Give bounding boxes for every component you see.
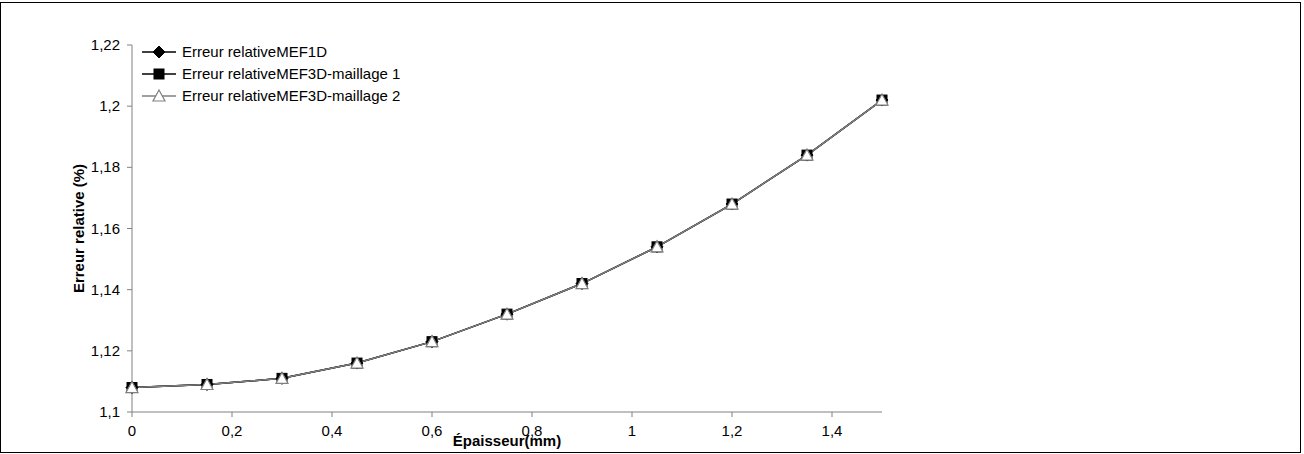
legend-marker xyxy=(154,69,164,79)
data-point xyxy=(877,95,887,105)
x-tick xyxy=(832,412,833,417)
data-point xyxy=(201,378,213,389)
series-line xyxy=(132,100,882,387)
y-tick-label: 1,12 xyxy=(91,342,120,359)
x-tick xyxy=(232,412,233,417)
data-point xyxy=(127,383,137,393)
data-point xyxy=(727,199,737,209)
data-point xyxy=(426,336,438,347)
data-point xyxy=(577,279,587,289)
data-point xyxy=(801,149,813,160)
data-point xyxy=(502,309,512,319)
data-point xyxy=(426,336,438,348)
data-point xyxy=(576,278,588,290)
data-point xyxy=(651,241,663,253)
x-tick xyxy=(432,412,433,417)
x-axis xyxy=(132,412,882,413)
x-tick xyxy=(632,412,633,417)
data-point xyxy=(427,337,437,347)
y-axis-title: Erreur relative (%) xyxy=(70,164,87,293)
y-tick xyxy=(127,106,132,107)
data-point xyxy=(876,94,888,106)
data-point xyxy=(501,308,513,320)
x-tick-label: 1 xyxy=(628,422,636,439)
y-tick-label: 1,18 xyxy=(91,158,120,175)
legend-marker xyxy=(153,46,165,58)
y-tick xyxy=(127,167,132,168)
data-point xyxy=(802,150,812,160)
y-tick-label: 1,2 xyxy=(99,97,120,114)
y-tick xyxy=(127,289,132,290)
x-tick xyxy=(732,412,733,417)
data-point xyxy=(202,379,212,389)
x-tick-label: 1,4 xyxy=(822,422,843,439)
data-point xyxy=(201,378,213,390)
data-point xyxy=(352,358,362,368)
y-tick xyxy=(127,350,132,351)
legend-label: Erreur relativeMEF3D-maillage 1 xyxy=(182,65,400,82)
chart-frame xyxy=(1,3,1301,453)
x-tick-label: 0,2 xyxy=(222,422,243,439)
data-point xyxy=(351,357,363,368)
y-tick-label: 1,22 xyxy=(91,36,120,53)
data-point xyxy=(726,198,738,209)
x-tick-label: 0 xyxy=(128,422,136,439)
data-point xyxy=(276,372,288,384)
data-point xyxy=(501,308,513,319)
x-axis-title: Épaisseur(mm) xyxy=(453,432,561,449)
chart: 1,11,121,141,161,181,21,2200,20,40,60,81… xyxy=(0,0,1304,454)
x-tick-label: 0,4 xyxy=(322,422,343,439)
y-tick-label: 1,14 xyxy=(91,281,120,298)
data-point xyxy=(276,372,288,383)
lines xyxy=(132,100,882,387)
data-point xyxy=(576,278,588,289)
legend: Erreur relativeMEF1D Erreur relativeMEF3D… xyxy=(142,43,400,104)
legend-label: Erreur relativeMEF3D-maillage 2 xyxy=(182,87,400,104)
legend-marker xyxy=(153,90,165,101)
data-point xyxy=(726,198,738,210)
x-tick-label: 1,2 xyxy=(722,422,743,439)
data-point xyxy=(126,382,138,393)
data-point xyxy=(801,149,813,161)
data-point xyxy=(652,242,662,252)
data-point xyxy=(876,94,888,105)
data-point xyxy=(351,357,363,369)
legend-label: Erreur relativeMEF1D xyxy=(182,43,327,60)
x-tick xyxy=(132,412,133,417)
data-point xyxy=(651,241,663,252)
x-tick-label: 0,6 xyxy=(422,422,443,439)
x-tick xyxy=(532,412,533,417)
y-tick xyxy=(127,412,132,413)
data-point xyxy=(277,373,287,383)
y-tick-label: 1,1 xyxy=(99,403,120,420)
series-line xyxy=(132,100,882,387)
data-point xyxy=(126,382,138,394)
markers xyxy=(126,94,888,393)
x-tick xyxy=(332,412,333,417)
series-line xyxy=(132,100,882,387)
y-tick xyxy=(127,45,132,46)
y-tick-label: 1,16 xyxy=(91,220,120,237)
y-tick xyxy=(127,228,132,229)
